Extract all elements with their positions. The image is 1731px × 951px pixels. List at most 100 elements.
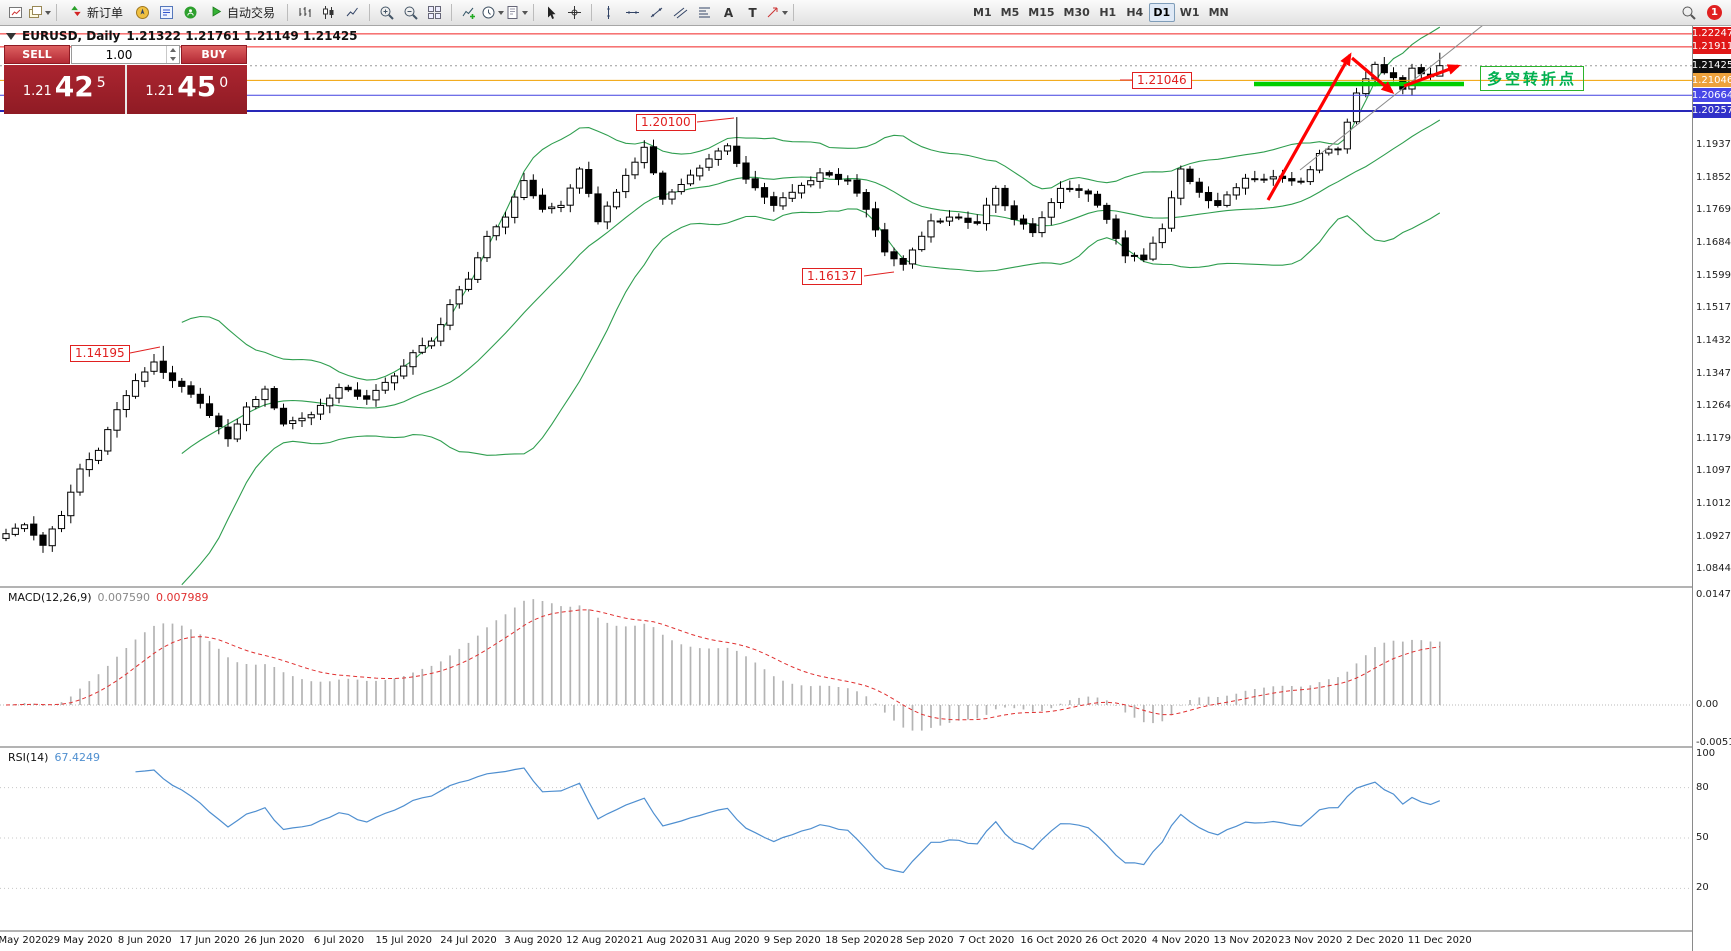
timeframe-button-h4[interactable]: H4 [1126, 6, 1144, 19]
text-button[interactable]: A [717, 2, 740, 23]
price-scale-label: 1.15170 [1696, 302, 1731, 314]
tile-windows-icon [427, 5, 442, 20]
crosshair-button[interactable] [563, 2, 586, 23]
price-annotation-key-level[interactable]: 1.21046 [1132, 72, 1192, 89]
bar-chart-button[interactable] [293, 2, 316, 23]
price-scale-label: 1.15995 [1696, 270, 1731, 282]
notification-badge[interactable]: 1 [1707, 5, 1722, 20]
toolbar-separator [451, 4, 453, 21]
turning-point-note[interactable]: 多空转折点 [1480, 66, 1585, 91]
date-label: 16 Oct 2020 [1020, 935, 1083, 946]
main-chart-canvas[interactable] [0, 26, 1692, 586]
price-annotation-sep-high[interactable]: 1.20100 [636, 114, 696, 131]
volume-down-button[interactable] [167, 55, 179, 64]
compass-button[interactable] [131, 2, 154, 23]
bid-prefix: 1.21 [22, 84, 52, 99]
tile-windows-button[interactable] [423, 2, 446, 23]
arrow-shape-icon [765, 5, 780, 20]
line-chart-button[interactable] [341, 2, 364, 23]
date-label: 2 Dec 2020 [1346, 935, 1404, 946]
indicators-button[interactable] [457, 2, 480, 23]
vertical-line-button[interactable] [597, 2, 620, 23]
date-label: 18 Sep 2020 [825, 935, 889, 946]
timeframe-button-h1[interactable]: H1 [1099, 6, 1117, 19]
horizontal-line-button[interactable] [621, 2, 644, 23]
macd-scale-label: 0.014706 [1696, 589, 1731, 601]
search-button[interactable] [1677, 2, 1700, 23]
price-scale-label: 1.10120 [1696, 497, 1731, 509]
clock-icon [481, 5, 496, 20]
date-label: 26 Jun 2020 [244, 935, 305, 946]
panel-splitter[interactable] [0, 930, 1731, 932]
timeframe-button-d1[interactable]: D1 [1148, 3, 1175, 22]
panel-splitter[interactable] [0, 746, 1731, 748]
zoom-out-button[interactable] [399, 2, 422, 23]
price-annotation-sep-low[interactable]: 1.16137 [802, 268, 862, 285]
channel-button[interactable] [669, 2, 692, 23]
macd-signal-value: 0.007989 [156, 591, 209, 604]
one-click-trading-toggle-icon[interactable] [6, 32, 16, 40]
price-scale-label: 1.09270 [1696, 530, 1731, 542]
timeframe-button-mn[interactable]: MN [1208, 6, 1229, 19]
panel-splitter[interactable] [0, 586, 1731, 588]
ask-price-display[interactable]: 1.21 45 0 [126, 65, 247, 114]
main-toolbar: 新订单 自动交易 [0, 0, 1731, 26]
volume-up-button[interactable] [167, 46, 179, 55]
cursor-button[interactable] [539, 2, 562, 23]
macd-scale-label: 0.00 [1696, 699, 1719, 710]
candlestick-chart-button[interactable] [317, 2, 340, 23]
templates-button[interactable] [505, 2, 529, 23]
rsi-value: 67.4249 [54, 751, 100, 764]
profiles-button[interactable] [28, 2, 51, 23]
price-scale-column[interactable]: 1.19370 1.18520 1.17695 1.16845 1.15995 1.151… [1692, 26, 1731, 951]
search-icon [1681, 5, 1696, 20]
play-icon [210, 5, 223, 21]
new-chart-button[interactable] [4, 2, 27, 23]
timeframe-button-w1[interactable]: W1 [1179, 6, 1200, 19]
price-scale-label: 1.19370 [1696, 139, 1731, 151]
timeframe-button-m30[interactable]: M30 [1063, 6, 1090, 19]
text-icon: A [723, 5, 734, 20]
label-icon: T [748, 5, 757, 20]
bid-price-display[interactable]: 1.21 42 5 [4, 65, 125, 114]
indicators-icon [461, 5, 476, 20]
price-divider [124, 65, 127, 114]
volume-input[interactable] [72, 46, 166, 63]
price-scale-label: 1.14320 [1696, 335, 1731, 347]
date-label: 20 May 2020 [0, 935, 48, 946]
toolbar-separator [533, 4, 535, 21]
date-label: 23 Nov 2020 [1278, 935, 1343, 946]
candlestick-icon [321, 5, 336, 20]
spinner-up-icon [170, 48, 176, 53]
zoom-in-button[interactable] [375, 2, 398, 23]
date-label: 4 Nov 2020 [1151, 935, 1210, 946]
zoom-in-icon [379, 5, 394, 20]
sell-button[interactable]: SELL [4, 45, 70, 64]
periods-button[interactable] [481, 2, 505, 23]
buy-button[interactable]: BUY [181, 45, 247, 64]
date-label: 21 Aug 2020 [630, 935, 695, 946]
rsi-canvas[interactable] [0, 748, 1692, 930]
trendline-icon [649, 5, 664, 20]
volume-field [71, 45, 180, 64]
rsi-scale-label: 50 [1696, 832, 1709, 843]
community-icon [183, 5, 198, 20]
new-order-button[interactable]: 新订单 [62, 2, 130, 23]
auto-trading-button[interactable]: 自动交易 [203, 2, 282, 23]
trendline-button[interactable] [645, 2, 668, 23]
chart-icon [8, 5, 23, 20]
fibonacci-button[interactable] [693, 2, 716, 23]
price-annotation-june-high[interactable]: 1.14195 [70, 345, 130, 362]
market-watch-button[interactable] [155, 2, 178, 23]
timeframe-button-m5[interactable]: M5 [1000, 6, 1020, 19]
label-button[interactable]: T [741, 2, 764, 23]
macd-canvas[interactable] [0, 588, 1692, 746]
timeframe-button-m15[interactable]: M15 [1028, 6, 1055, 19]
shapes-button[interactable] [765, 2, 789, 23]
fibonacci-icon [697, 5, 712, 20]
community-button[interactable] [179, 2, 202, 23]
timeframe-button-m1[interactable]: M1 [973, 6, 992, 19]
date-label: 28 Sep 2020 [890, 935, 954, 946]
price-tag: 1.21046 [1691, 73, 1731, 88]
